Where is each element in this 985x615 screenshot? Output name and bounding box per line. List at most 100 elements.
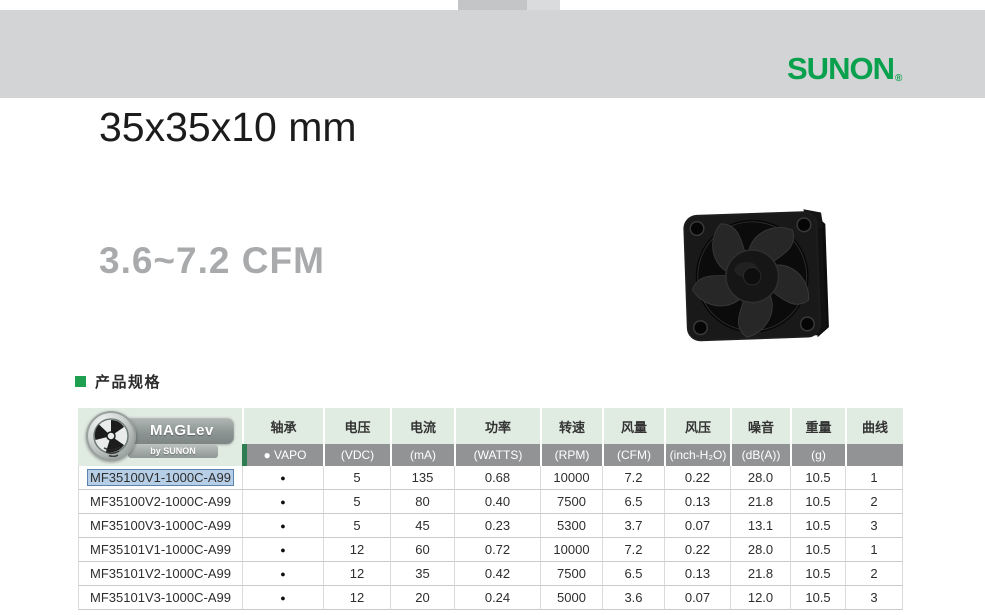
column-header-weight: 重量 (790, 408, 845, 444)
pressure-cell: 0.13 (664, 490, 730, 514)
bearing-cell: ● (242, 466, 323, 490)
brand-text: SUNON (787, 51, 895, 86)
weight-cell: 10.5 (790, 466, 845, 490)
spec-row-5: MF35101V2-1000C-A99 ● 12 35 0.42 7500 6.5 0.13 2… (78, 562, 903, 586)
current-cell: 35 (390, 562, 454, 586)
weight-cell: 10.5 (790, 490, 845, 514)
current-cell: 60 (390, 538, 454, 562)
spec-row-1: MF35100V1-1000C-A99 ● 5 135 0.68 10000 7.2 0.22… (78, 466, 903, 490)
curve-cell: 2 (845, 490, 903, 514)
airflow-cell: 3.7 (602, 514, 664, 538)
spec-row-2: MF35100V2-1000C-A99 ● 5 80 0.40 7500 6.5 0.13 21… (78, 490, 903, 514)
column-unit-current: (mA) (390, 444, 454, 466)
column-unit-bearing: ● VAPO (242, 444, 323, 466)
voltage-cell: 12 (323, 562, 390, 586)
speed-cell: 10000 (540, 466, 602, 490)
column-header-noise: 噪音 (730, 408, 790, 444)
spec-row-3: MF35100V3-1000C-A99 ● 5 45 0.23 5300 3.7 0.07 13… (78, 514, 903, 538)
weight-cell: 10.5 (790, 562, 845, 586)
voltage-cell: 12 (323, 586, 390, 610)
curve-cell: 2 (845, 562, 903, 586)
maglev-badge: MAGLev by SUNON (86, 411, 248, 462)
current-cell: 80 (390, 490, 454, 514)
current-cell: 135 (390, 466, 454, 490)
pressure-cell: 0.22 (664, 466, 730, 490)
power-cell: 0.42 (454, 562, 540, 586)
model-cell[interactable]: MF35100V2-1000C-A99 (78, 490, 242, 514)
column-header-pressure: 风压 (664, 408, 730, 444)
pressure-cell: 0.22 (664, 538, 730, 562)
airflow-cell: 3.6 (602, 586, 664, 610)
selected-text: MF35100V1-1000C-A99 (88, 470, 233, 485)
bearing-cell: ● (242, 538, 323, 562)
model-cell[interactable]: MF35101V3-1000C-A99 (78, 586, 242, 610)
column-header-voltage: 电压 (323, 408, 390, 444)
airflow-cell: 7.2 (602, 538, 664, 562)
weight-cell: 10.5 (790, 538, 845, 562)
bearing-cell: ● (242, 562, 323, 586)
column-unit-power: (WATTS) (454, 444, 540, 466)
weight-cell: 10.5 (790, 514, 845, 538)
column-header-power: 功率 (454, 408, 540, 444)
section-header: 产品规格 (75, 371, 161, 392)
column-unit-speed: (RPM) (540, 444, 602, 466)
voltage-cell: 5 (323, 514, 390, 538)
header-banner (0, 10, 985, 98)
column-header-speed: 转速 (540, 408, 602, 444)
column-unit-noise: (dB(A)) (730, 444, 790, 466)
power-cell: 0.23 (454, 514, 540, 538)
column-unit-curve (845, 444, 903, 466)
column-unit-voltage: (VDC) (323, 444, 390, 466)
model-cell[interactable]: MF35100V3-1000C-A99 (78, 514, 242, 538)
column-unit-pressure: (inch-H₂O) (664, 444, 730, 466)
column-unit-weight: (g) (790, 444, 845, 466)
registered-trademark-icon: ® (894, 73, 902, 84)
fan-product-image (681, 205, 837, 347)
current-cell: 45 (390, 514, 454, 538)
speed-cell: 5000 (540, 586, 602, 610)
maglev-byline: by SUNON (128, 445, 218, 458)
curve-cell: 3 (845, 586, 903, 610)
weight-cell: 10.5 (790, 586, 845, 610)
model-cell[interactable]: MF35100V1-1000C-A99 (78, 466, 242, 490)
power-cell: 0.68 (454, 466, 540, 490)
airflow-range-text: 3.6~7.2 CFM (99, 240, 325, 281)
bearing-cell: ● (242, 586, 323, 610)
green-square-bullet-icon (75, 376, 86, 387)
column-header-curve: 曲线 (845, 408, 903, 444)
spec-table: 轴承 电压 电流 功率 转速 风量 风压 噪音 重量 曲线 ● VAPO (VDC) (mA) (WATT… (78, 408, 903, 610)
airflow-cell: 7.2 (602, 466, 664, 490)
power-cell: 0.72 (454, 538, 540, 562)
bearing-cell: ● (242, 490, 323, 514)
noise-cell: 21.8 (730, 490, 790, 514)
voltage-cell: 5 (323, 466, 390, 490)
airflow-cell: 6.5 (602, 490, 664, 514)
maglev-fan-icon (86, 411, 136, 461)
curve-cell: 1 (845, 538, 903, 562)
pressure-cell: 0.07 (664, 514, 730, 538)
column-header-bearing: 轴承 (242, 408, 323, 444)
model-cell[interactable]: MF35101V2-1000C-A99 (78, 562, 242, 586)
scrollbar-thumb[interactable] (458, 0, 527, 10)
speed-cell: 10000 (540, 538, 602, 562)
voltage-cell: 5 (323, 490, 390, 514)
scrollbar-track-segment (527, 0, 560, 10)
noise-cell: 21.8 (730, 562, 790, 586)
column-header-current: 电流 (390, 408, 454, 444)
current-cell: 20 (390, 586, 454, 610)
curve-cell: 3 (845, 514, 903, 538)
column-header-airflow: 风量 (602, 408, 664, 444)
model-cell[interactable]: MF35101V1-1000C-A99 (78, 538, 242, 562)
speed-cell: 7500 (540, 490, 602, 514)
spec-row-4: MF35101V1-1000C-A99 ● 12 60 0.72 10000 7.2 0.22… (78, 538, 903, 562)
speed-cell: 5300 (540, 514, 602, 538)
noise-cell: 12.0 (730, 586, 790, 610)
pressure-cell: 0.07 (664, 586, 730, 610)
bearing-cell: ● (242, 514, 323, 538)
curve-cell: 1 (845, 466, 903, 490)
power-cell: 0.24 (454, 586, 540, 610)
product-size-title: 35x35x10 mm (99, 104, 357, 150)
noise-cell: 28.0 (730, 538, 790, 562)
airflow-cell: 6.5 (602, 562, 664, 586)
speed-cell: 7500 (540, 562, 602, 586)
